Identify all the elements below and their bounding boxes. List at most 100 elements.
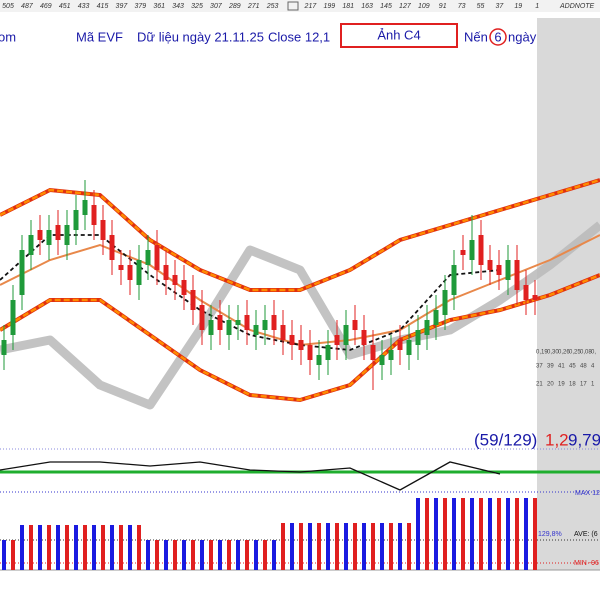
histogram-bar	[452, 498, 456, 570]
histogram-bar	[119, 525, 123, 570]
ruler-label: 163	[361, 3, 373, 10]
candles-count: 6	[494, 29, 501, 44]
candle-body	[145, 250, 151, 265]
side-number: 1	[591, 382, 595, 388]
histogram-bar	[353, 523, 357, 570]
candle-body	[352, 320, 358, 330]
candle-body	[217, 315, 223, 330]
side-number: 19	[558, 382, 565, 388]
candle-body	[37, 230, 43, 240]
histogram-bar	[515, 498, 519, 570]
candle-body	[361, 330, 367, 345]
band-line	[0, 273, 600, 402]
histogram-bar	[11, 540, 15, 570]
candle-body	[64, 225, 70, 245]
side-number: 0,25	[569, 350, 581, 356]
candle-body	[298, 340, 304, 350]
ruler-label: 271	[247, 3, 260, 10]
oscillator-line	[0, 461, 501, 491]
image-button[interactable]	[340, 23, 458, 48]
ruler-label: 109	[418, 3, 430, 10]
histogram-bar	[380, 523, 384, 570]
ruler-label: 1	[535, 3, 539, 10]
moving-average	[0, 234, 501, 351]
histogram-bar	[164, 540, 168, 570]
side-number: 18	[569, 382, 576, 388]
candle-body	[82, 200, 88, 215]
histogram-bar	[497, 498, 501, 570]
osc-annotation: 1,2	[545, 430, 569, 449]
ruler-label: 91	[439, 3, 447, 10]
candle-body	[127, 265, 133, 280]
side-number: 0,30	[547, 350, 559, 356]
histogram-bar	[137, 525, 141, 570]
ruler-label: 325	[191, 3, 203, 10]
candle-body	[388, 350, 394, 360]
candle-body	[28, 235, 34, 255]
histogram-bar	[38, 525, 42, 570]
histogram-bar	[254, 540, 258, 570]
candle-body	[316, 355, 322, 365]
pct-label: 129,8%	[538, 531, 562, 538]
histogram-bar	[110, 525, 114, 570]
band-line	[0, 178, 600, 292]
side-number: 21	[536, 382, 543, 388]
candle-body	[1, 340, 7, 355]
candle-body	[379, 355, 385, 365]
candle-body	[163, 265, 169, 280]
candle-body	[397, 340, 403, 350]
candle-body	[496, 265, 502, 275]
ave-label: AVE: (6	[574, 531, 598, 538]
side-number: 41	[558, 364, 565, 370]
histogram-bar	[2, 540, 6, 570]
ruler-label: 451	[59, 3, 71, 10]
ruler-label: 307	[210, 3, 223, 10]
candle-body	[244, 315, 250, 330]
histogram-bar	[362, 523, 366, 570]
candle-body	[154, 245, 160, 270]
ruler-label: 217	[304, 3, 318, 10]
date: Dữ liệu ngày 21.11.25	[137, 29, 264, 44]
ruler-label: 289	[228, 3, 241, 10]
ruler-label: 145	[380, 3, 392, 10]
max-label: MAX 12	[575, 490, 600, 497]
side-number: 39	[547, 364, 554, 370]
histogram-bar	[245, 540, 249, 570]
image-button-label[interactable]: Ảnh C4	[377, 27, 420, 42]
histogram-bar	[389, 523, 393, 570]
ruler-label: 19	[514, 3, 522, 10]
side-number: 0,19	[536, 350, 548, 356]
histogram-bar	[506, 498, 510, 570]
candle-body	[226, 320, 232, 335]
histogram-bar	[470, 498, 474, 570]
candle-body	[55, 225, 61, 240]
histogram-bar	[173, 540, 177, 570]
ruler-label: 343	[172, 3, 184, 10]
side-number: 0,26	[558, 350, 570, 356]
histogram-bar	[461, 498, 465, 570]
candle-body	[442, 290, 448, 315]
side-number: 0,08	[580, 350, 592, 356]
side-number: 45	[569, 364, 576, 370]
candle-body	[460, 250, 466, 255]
osc-annotation: 9,79	[568, 430, 600, 449]
candle-body	[100, 220, 106, 240]
histogram-bar	[155, 540, 159, 570]
histogram-bar	[425, 498, 429, 570]
candle-body	[505, 260, 511, 280]
histogram-bar	[290, 523, 294, 570]
histogram-bar	[101, 525, 105, 570]
candle-body	[415, 330, 421, 345]
candle-body	[172, 275, 178, 285]
candle-body	[190, 290, 196, 310]
ruler-label: 199	[323, 3, 335, 10]
ruler-icon[interactable]	[287, 1, 299, 11]
cloud-line	[0, 221, 600, 410]
candles-suffix: ngày	[508, 29, 537, 44]
addnote[interactable]: ADDNOTE	[559, 3, 595, 10]
histogram-bar	[191, 540, 195, 570]
candle-body	[433, 310, 439, 325]
side-number: 0,	[591, 350, 596, 356]
ruler-label: 415	[97, 3, 109, 10]
histogram-bar	[65, 525, 69, 570]
